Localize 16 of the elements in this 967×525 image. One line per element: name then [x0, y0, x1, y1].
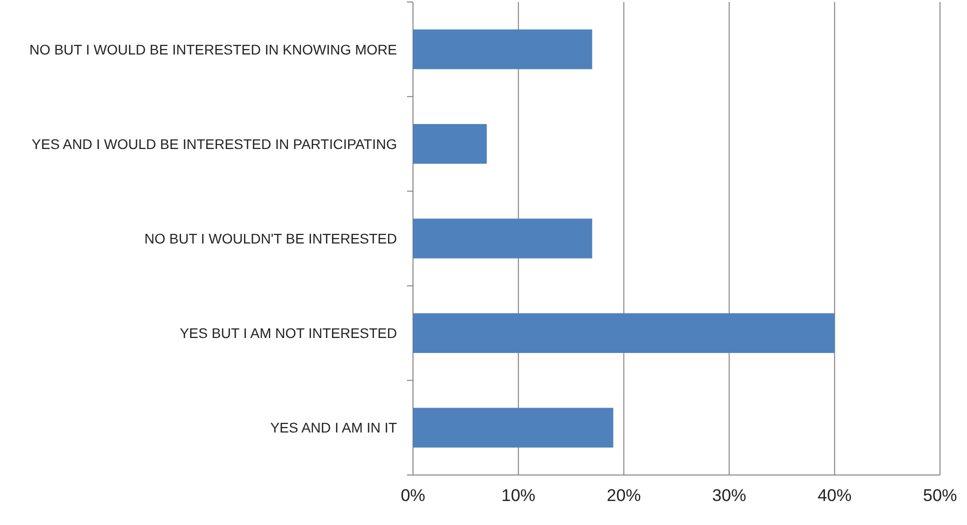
x-tick-label: 30% [712, 486, 746, 506]
bar [413, 124, 487, 164]
bar [413, 29, 592, 70]
y-tick-label: YES AND I WOULD BE INTERESTED IN PARTICIPATING [32, 136, 397, 152]
bar [413, 313, 835, 353]
x-tick-label: 50% [922, 486, 958, 506]
x-tick-label: 0% [400, 486, 426, 506]
y-tick-label: YES AND I AM IN IT [270, 420, 398, 436]
bar [413, 408, 614, 448]
x-tick-label: 40% [818, 486, 852, 506]
bar [413, 218, 592, 258]
y-tick-label: NO BUT I WOULDN'T BE INTERESTED [144, 230, 397, 246]
x-tick-label: 20% [606, 486, 641, 506]
y-tick-label: YES BUT I AM NOT INTERESTED [180, 325, 397, 342]
y-tick-label: NO BUT I WOULD BE INTERESTED IN KNOWING MORE [29, 41, 397, 58]
x-tick-label: 10% [501, 486, 536, 506]
